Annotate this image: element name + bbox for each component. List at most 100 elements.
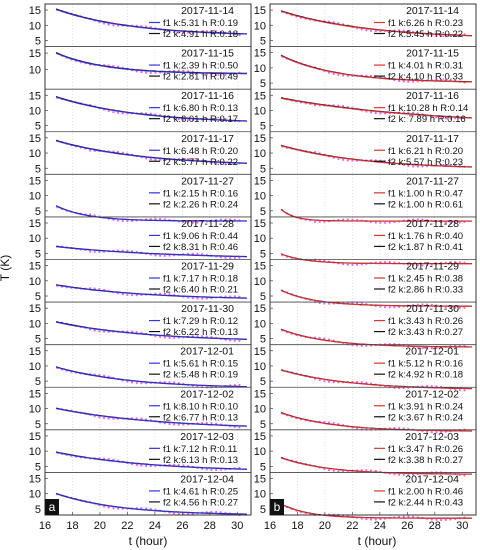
data-point bbox=[205, 468, 208, 471]
y-tick-label: 5 bbox=[35, 334, 41, 346]
data-point bbox=[435, 518, 438, 521]
legend-entry-f2: f2 k:6.01 h R:0.17 bbox=[163, 114, 238, 125]
data-point bbox=[121, 249, 124, 252]
data-point bbox=[397, 473, 401, 476]
x-tick-label: 30 bbox=[456, 520, 468, 532]
data-point bbox=[313, 104, 317, 107]
y-tick-label: 5 bbox=[35, 121, 41, 133]
fit-line-f1 bbox=[280, 55, 472, 83]
data-point bbox=[430, 303, 433, 306]
fit-line-f1 bbox=[280, 328, 472, 348]
data-point bbox=[154, 71, 157, 74]
data-point bbox=[149, 71, 152, 74]
data-point bbox=[191, 221, 194, 224]
data-point bbox=[440, 518, 443, 522]
data-point bbox=[163, 254, 166, 257]
data-point bbox=[360, 28, 363, 31]
strip-date-label: 2017-11-29 bbox=[406, 261, 459, 273]
data-point bbox=[158, 158, 162, 161]
legend-entry-f1: f1 k:2.00 h R:0.46 bbox=[388, 486, 463, 497]
data-point bbox=[177, 31, 180, 34]
legend-entry-f1: f1 k:3.91 h R:0.24 bbox=[388, 401, 463, 412]
x-tick-label: 28 bbox=[429, 520, 441, 532]
data-point bbox=[229, 339, 232, 342]
data-point bbox=[177, 463, 180, 467]
data-point bbox=[463, 474, 466, 477]
data-point bbox=[407, 515, 410, 518]
x-tick-label: 28 bbox=[204, 520, 216, 532]
data-point bbox=[346, 159, 349, 162]
data-point bbox=[215, 117, 218, 120]
data-point bbox=[126, 293, 129, 296]
data-point bbox=[158, 217, 162, 221]
data-point bbox=[154, 254, 157, 257]
y-tick-label: 15 bbox=[254, 431, 266, 443]
y-tick-label: 10 bbox=[29, 65, 41, 77]
fit-line-f1 bbox=[280, 369, 472, 390]
data-point bbox=[229, 163, 232, 166]
y-tick-label: 5 bbox=[260, 78, 266, 90]
legend-entry-f2: f2 k:5.45 h R:0.22 bbox=[388, 29, 463, 40]
x-tick-label: 18 bbox=[291, 520, 303, 532]
data-point bbox=[168, 293, 171, 296]
strip-date-label: 2017-11-17 bbox=[181, 133, 234, 145]
data-point bbox=[219, 218, 222, 221]
data-point bbox=[332, 422, 335, 425]
data-point bbox=[112, 64, 115, 68]
data-point bbox=[421, 218, 424, 221]
data-point bbox=[144, 157, 148, 160]
data-point bbox=[210, 30, 213, 33]
data-point bbox=[102, 416, 106, 420]
data-point bbox=[397, 29, 401, 32]
y-tick-label: 5 bbox=[35, 419, 41, 431]
x-tick-label: 22 bbox=[346, 520, 358, 532]
fit-line-f1 bbox=[280, 503, 472, 519]
data-point bbox=[219, 162, 222, 166]
y-tick-label: 15 bbox=[254, 5, 266, 17]
data-point bbox=[187, 221, 190, 224]
strip-date-label: 2017-11-29 bbox=[181, 261, 234, 273]
data-point bbox=[323, 259, 326, 262]
data-point bbox=[135, 294, 138, 297]
y-tick-label: 10 bbox=[29, 318, 41, 330]
data-point bbox=[196, 252, 199, 255]
strip-date-label: 2017-11-14 bbox=[181, 5, 234, 17]
data-point bbox=[140, 417, 143, 420]
y-tick-label: 5 bbox=[260, 419, 266, 431]
y-tick-label: 15 bbox=[29, 388, 41, 400]
data-point bbox=[341, 263, 345, 266]
data-point bbox=[440, 116, 443, 120]
y-tick-label: 5 bbox=[260, 36, 266, 48]
data-point bbox=[158, 292, 162, 295]
y-tick-label: 15 bbox=[254, 175, 266, 187]
data-point bbox=[383, 306, 387, 309]
data-point bbox=[341, 158, 345, 161]
data-point bbox=[407, 164, 410, 167]
data-point bbox=[102, 505, 106, 508]
legend-entry-f1: f1 k:4.01 h R:0.31 bbox=[388, 61, 463, 72]
strip-date-label: 2017-11-17 bbox=[406, 133, 459, 145]
data-point bbox=[435, 78, 438, 81]
data-point bbox=[238, 33, 241, 37]
data-point bbox=[430, 385, 433, 388]
data-point bbox=[182, 31, 185, 34]
data-point bbox=[205, 73, 208, 76]
data-point bbox=[219, 73, 222, 77]
y-tick-label: 5 bbox=[260, 334, 266, 346]
y-tick-label: 15 bbox=[254, 90, 266, 102]
y-tick-label: 15 bbox=[254, 346, 266, 358]
data-point bbox=[98, 330, 101, 333]
y-tick-label: 10 bbox=[254, 404, 266, 416]
strip-date-label: 2017-11-30 bbox=[406, 303, 459, 315]
data-point bbox=[201, 253, 204, 256]
data-point bbox=[421, 165, 424, 168]
legend-entry-f2: f2 k:6.40 h R:0.21 bbox=[163, 285, 238, 296]
legend-entry-f2: f2 k:6.77 h R:0.13 bbox=[163, 412, 238, 423]
y-tick-label: 10 bbox=[254, 276, 266, 288]
y-tick-label: 15 bbox=[29, 48, 41, 60]
data-point bbox=[463, 389, 466, 392]
data-point bbox=[449, 518, 452, 521]
data-point bbox=[88, 287, 92, 290]
y-tick-label: 10 bbox=[254, 148, 266, 160]
data-point bbox=[458, 261, 461, 264]
